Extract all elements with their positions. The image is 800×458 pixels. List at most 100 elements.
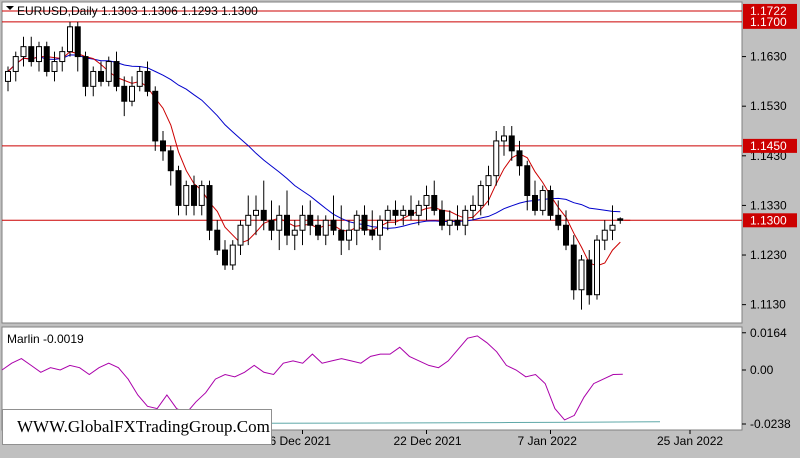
candle-bull	[90, 70, 97, 87]
candle-bull	[322, 219, 329, 236]
candle-bull	[415, 204, 422, 216]
time-axis: 6 Dec 2021 22 Dec 2021 7 Jan 2022 25 Jan 20…	[270, 430, 723, 448]
marlin-line	[1, 335, 623, 421]
candle-bear	[439, 209, 445, 226]
candle-bull	[609, 224, 616, 231]
candle-bear	[555, 214, 562, 226]
candle-bull	[136, 70, 143, 87]
price-tick-label: 1.1330	[750, 198, 787, 212]
candle-bull	[601, 229, 608, 241]
candle-bull	[462, 209, 469, 226]
candle-bull	[384, 209, 391, 221]
price-tick-label: 1.1630	[750, 50, 787, 64]
candle-bull	[229, 244, 236, 266]
candle-bull	[105, 61, 112, 82]
candle-bear	[284, 214, 290, 236]
candle-bear	[74, 26, 81, 58]
ohlc-readout: 1.1303 1.1306 1.1293 1.1300	[101, 4, 258, 18]
candle-bear	[121, 85, 128, 102]
candle-bull	[20, 46, 27, 58]
candle-bear	[330, 219, 337, 231]
candle-bear	[408, 209, 414, 216]
price-tick-label: 1.1530	[750, 99, 787, 113]
candle-bear	[82, 56, 89, 87]
price-tick-label: 1.1230	[750, 248, 787, 262]
candle-bear	[586, 259, 593, 296]
candle-bull	[400, 209, 407, 216]
candle-bull	[183, 185, 190, 206]
indicator-title: Marlin -0.0019	[7, 332, 84, 346]
candle-bear	[160, 140, 166, 152]
candle-bear	[508, 135, 515, 152]
candle-bear	[431, 194, 438, 211]
main-plot	[2, 10, 742, 310]
candle-bear	[152, 90, 159, 142]
candle-bull	[67, 26, 73, 53]
candle-bear	[113, 61, 120, 87]
candle-bull	[594, 239, 600, 296]
candle-bull	[245, 214, 252, 226]
level-label-box	[743, 138, 797, 153]
candle-bull	[299, 214, 306, 231]
candle-bear	[570, 244, 577, 291]
candle-bull	[477, 185, 484, 206]
candle-bull	[446, 219, 453, 226]
candle-bear	[206, 185, 213, 231]
candle-bear	[617, 218, 624, 221]
candle-bull	[36, 46, 42, 63]
candle-bear	[260, 209, 267, 221]
candle-bear	[392, 209, 399, 216]
indicator-tick-label: 0.00	[750, 363, 774, 377]
candle-bull	[501, 135, 507, 142]
chart-menu-icon[interactable]	[6, 6, 14, 10]
time-tick-label: 6 Dec 2021	[270, 434, 332, 448]
candle-bear	[307, 214, 314, 226]
candle-bear	[43, 46, 50, 72]
level-label: 1.1722	[750, 4, 787, 18]
level-label: 1.1300	[750, 213, 787, 227]
candle-bull	[129, 85, 135, 102]
candle-bull	[485, 175, 492, 187]
time-tick-label: 7 Jan 2022	[518, 434, 578, 448]
candle-bull	[253, 209, 259, 216]
main-pane[interactable]	[1, 1, 743, 324]
candle-bear	[547, 190, 554, 216]
candle-bear	[563, 224, 569, 246]
candle-bear	[214, 229, 221, 251]
candle-bear	[191, 185, 197, 206]
candle-bull	[59, 51, 66, 63]
level-label-box	[743, 213, 797, 228]
time-tick-label: 22 Dec 2021	[394, 434, 462, 448]
candle-bull	[353, 214, 360, 231]
price-axis: 1.16301.15301.14301.13301.12301.11301.17…	[742, 3, 797, 431]
candle-bull	[346, 229, 352, 241]
indicator-tick-label: 0.0164	[750, 326, 787, 340]
candle-bull	[237, 224, 244, 246]
candle-bull	[291, 229, 298, 236]
candle-bear	[144, 70, 151, 92]
candle-bear	[167, 150, 174, 172]
level-label-box	[743, 14, 797, 29]
candle-bull	[198, 185, 205, 206]
candle-bear	[175, 170, 182, 206]
candle-bear	[268, 219, 275, 231]
indicator-tick-label: -0.0238	[750, 417, 791, 431]
level-label-box	[743, 3, 797, 18]
candle-bear	[222, 249, 228, 266]
candle-bear	[315, 224, 321, 236]
price-tick-label: 1.1130	[750, 298, 786, 312]
candle-bull	[377, 219, 383, 236]
candle-bear	[516, 150, 523, 167]
candle-bull	[578, 259, 585, 291]
candle-bull	[5, 70, 11, 82]
watermark-logo: WWW.GlobalFXTradingGroup.Com	[2, 409, 272, 445]
candle-bear	[338, 229, 345, 241]
time-tick-label: 25 Jan 2022	[657, 434, 723, 448]
candle-bull	[493, 140, 500, 177]
candle-bear	[98, 70, 104, 82]
candle-bear	[369, 229, 376, 236]
level-label: 1.1450	[750, 139, 787, 153]
candle-bear	[532, 194, 538, 211]
candle-bear	[28, 46, 35, 63]
